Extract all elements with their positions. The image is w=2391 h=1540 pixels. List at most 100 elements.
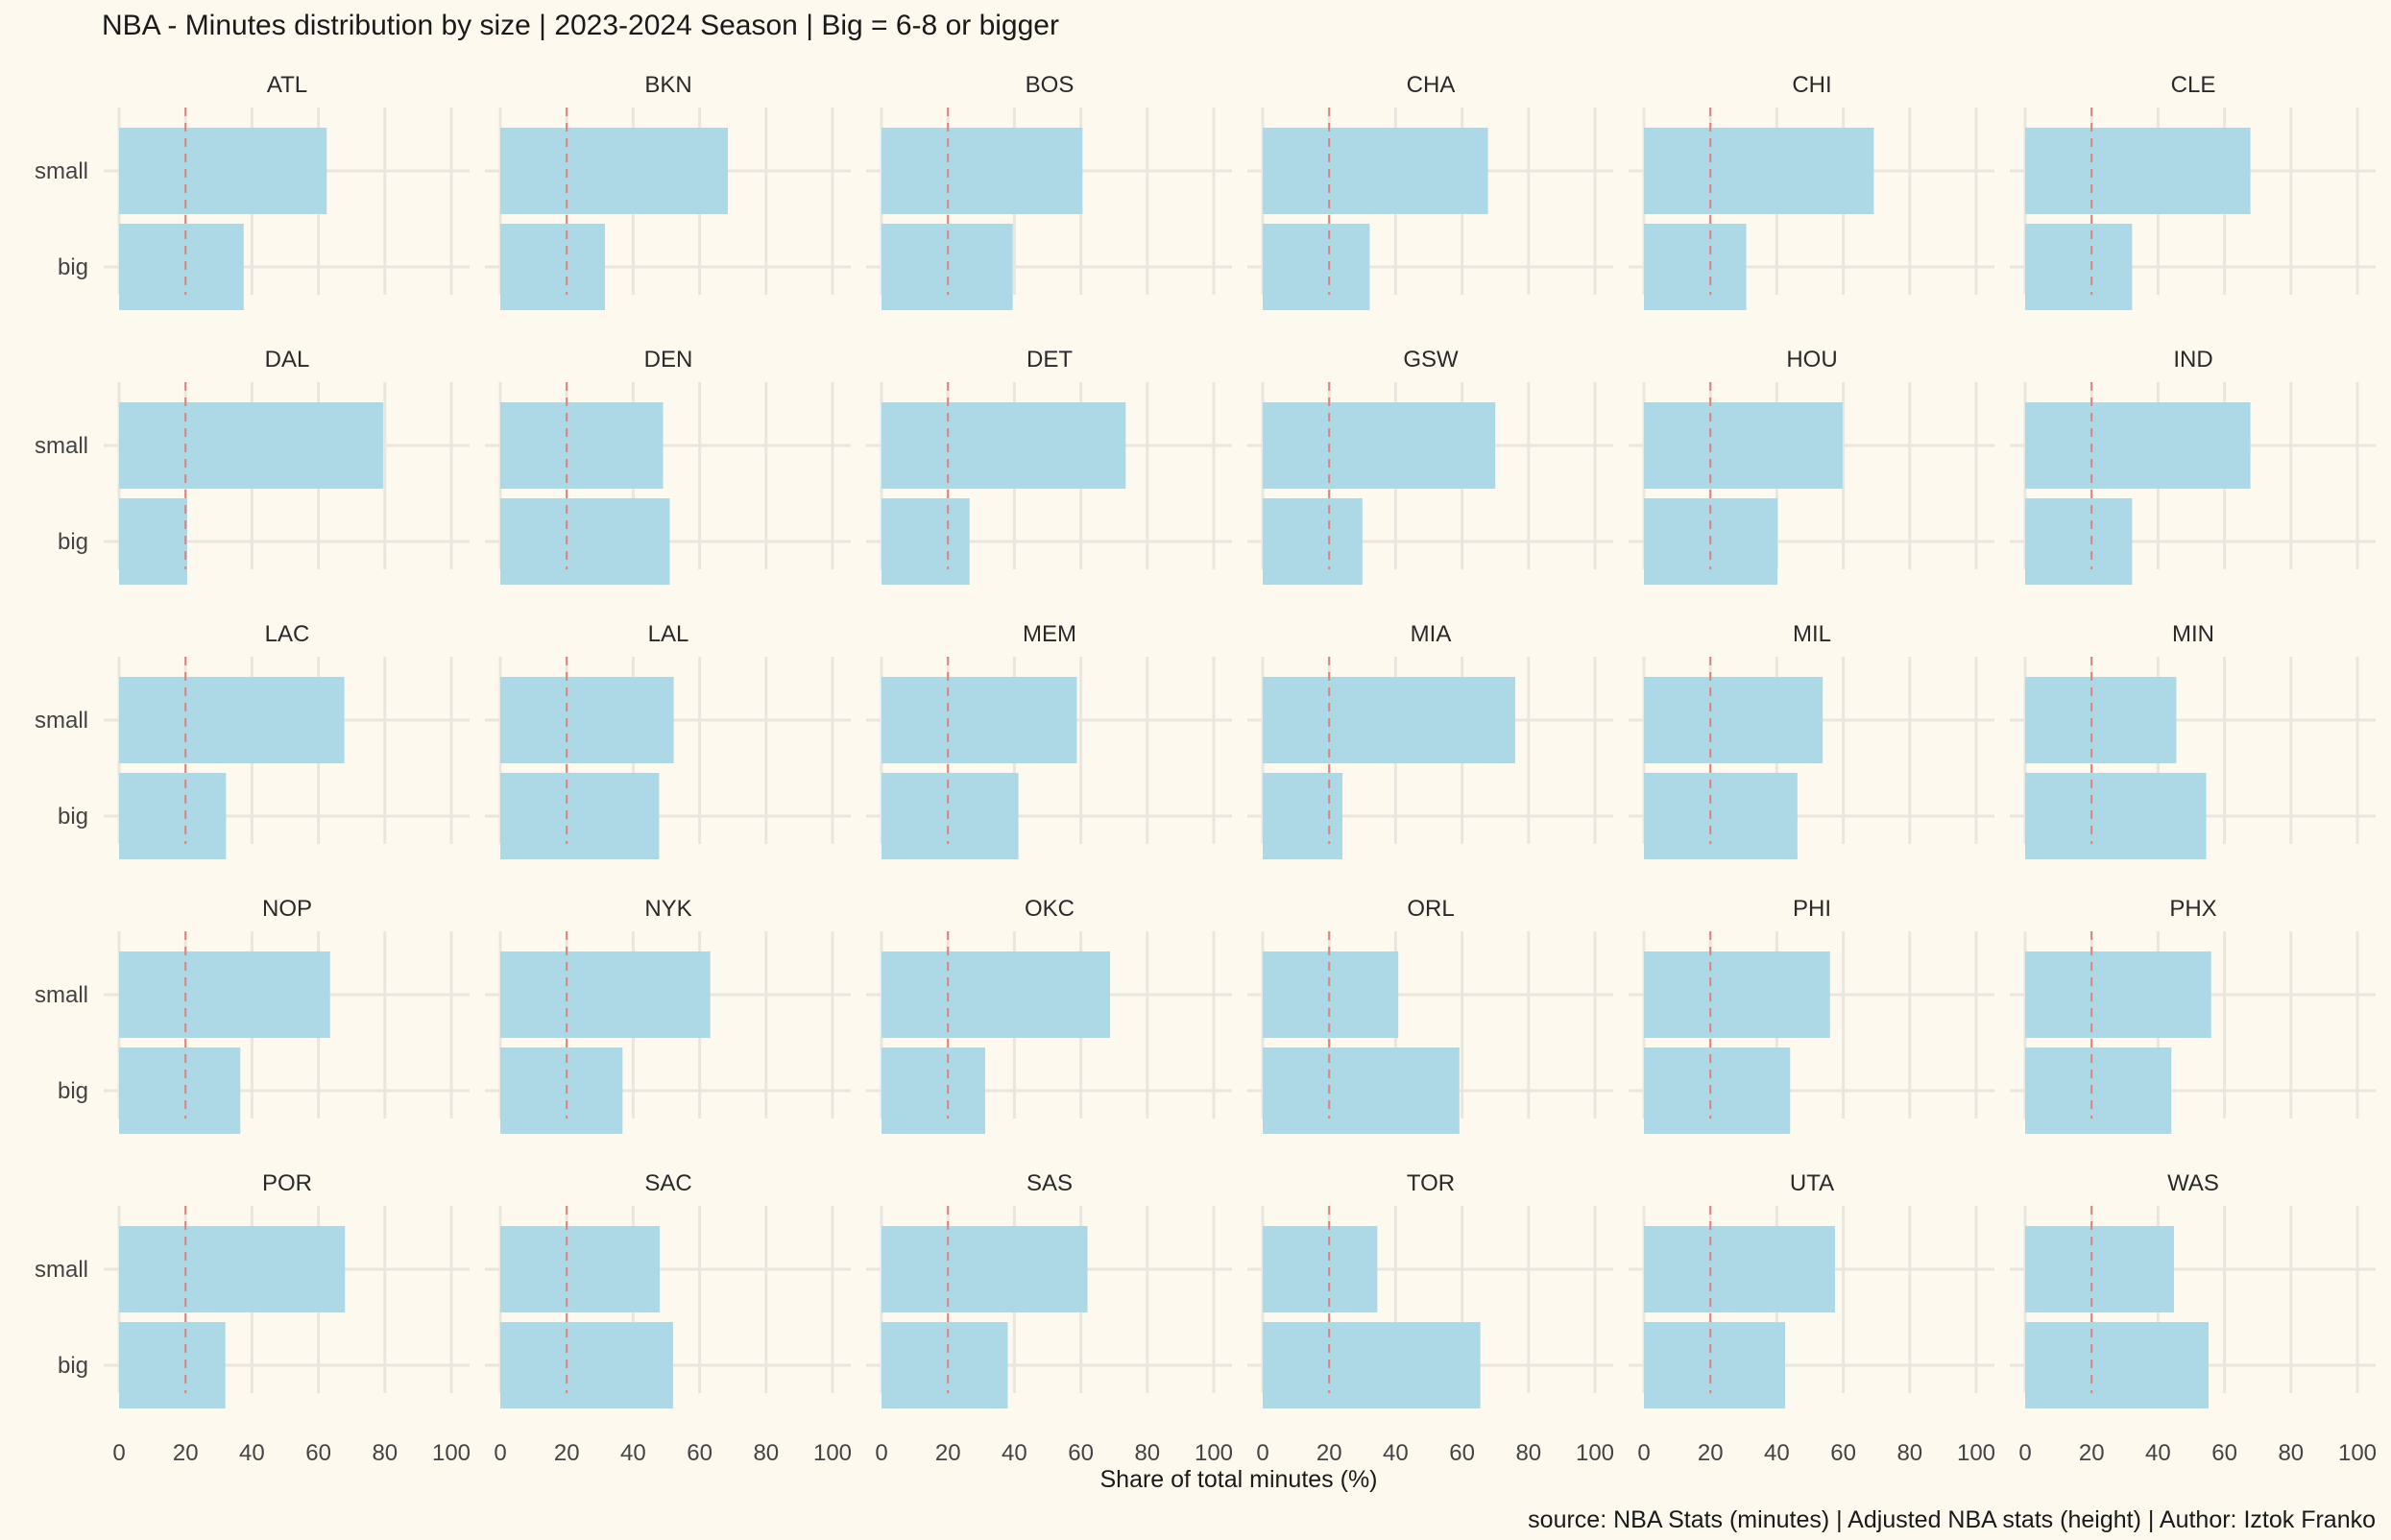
bar-small	[2025, 128, 2251, 214]
bar-small	[882, 1226, 1088, 1312]
bar-small	[1644, 402, 1843, 489]
facet-label: ATL	[267, 72, 307, 98]
bar-big	[1644, 1322, 1786, 1408]
y-tick-label: small	[35, 1257, 88, 1283]
x-tick-label: 0	[1637, 1440, 1650, 1466]
facet-label: TOR	[1407, 1170, 1455, 1196]
facet-label: GSW	[1403, 347, 1459, 373]
facet-label: BKN	[644, 72, 691, 98]
y-tick-label: big	[58, 1078, 88, 1104]
bar-big	[882, 1322, 1008, 1408]
x-tick-label: 0	[2018, 1440, 2031, 1466]
bar-big	[1644, 773, 1798, 859]
y-tick-label: small	[35, 433, 88, 459]
facet-label: SAS	[1026, 1170, 1073, 1196]
facet-panels: ATL small big BKN BOS CHA CHI CLE DAL small big DEN…	[35, 72, 2377, 1466]
bar-small	[1644, 677, 1823, 763]
x-tick-label: 0	[875, 1440, 887, 1466]
chart-caption: source: NBA Stats (minutes) | Adjusted N…	[1528, 1506, 2376, 1533]
y-tick-label: big	[58, 804, 88, 830]
chart-title: NBA - Minutes distribution by size | 202…	[102, 10, 1059, 41]
bar-big	[500, 1322, 673, 1408]
bar-small	[882, 402, 1126, 489]
facet-label: LAC	[265, 621, 310, 647]
x-tick-label: 40	[1002, 1440, 1027, 1466]
bar-big	[2025, 1047, 2172, 1134]
x-tick-label: 20	[554, 1440, 580, 1466]
facet-label: POR	[262, 1170, 312, 1196]
x-tick-label: 20	[2079, 1440, 2105, 1466]
bar-small	[882, 677, 1077, 763]
bar-small	[1263, 402, 1496, 489]
facet-label: CHA	[1407, 72, 1456, 98]
y-tick-label: small	[35, 708, 88, 734]
x-tick-label: 80	[1896, 1440, 1922, 1466]
facet-label: NOP	[262, 896, 312, 922]
facet-label: ORL	[1407, 896, 1454, 922]
bar-big	[500, 773, 660, 859]
bar-big	[882, 1047, 985, 1134]
facet-label: MIA	[1411, 621, 1452, 647]
bar-big	[1263, 1322, 1481, 1408]
bar-big	[1644, 224, 1747, 310]
x-axis-label: Share of total minutes (%)	[1099, 1466, 1377, 1493]
facet-label: LAL	[648, 621, 689, 647]
bar-big	[119, 1322, 226, 1408]
facet-label: DAL	[265, 347, 310, 373]
x-tick-label: 80	[2278, 1440, 2304, 1466]
bar-small	[2025, 951, 2211, 1038]
y-tick-label: small	[35, 158, 88, 184]
bar-big	[1263, 1047, 1460, 1134]
y-tick-label: big	[58, 529, 88, 555]
bar-small	[500, 402, 664, 489]
bar-big	[2025, 1322, 2209, 1408]
facet-label: IND	[2173, 347, 2212, 373]
x-tick-label: 60	[687, 1440, 712, 1466]
x-tick-label: 80	[1515, 1440, 1541, 1466]
bar-small	[1644, 128, 1874, 214]
bar-big	[500, 498, 670, 585]
facet-label: MEM	[1023, 621, 1076, 647]
x-tick-label: 60	[1830, 1440, 1856, 1466]
bar-big	[882, 498, 970, 585]
facet-label: HOU	[1786, 347, 1837, 373]
bar-big	[119, 773, 227, 859]
bar-small	[119, 951, 330, 1038]
x-tick-label: 100	[813, 1440, 852, 1466]
x-tick-label: 0	[1256, 1440, 1268, 1466]
bar-small	[119, 1226, 346, 1312]
x-tick-label: 40	[1383, 1440, 1409, 1466]
facet-label: PHX	[2169, 896, 2216, 922]
x-tick-label: 60	[2211, 1440, 2237, 1466]
bar-big	[882, 773, 1019, 859]
bar-big	[1263, 773, 1343, 859]
bar-small	[1263, 1226, 1378, 1312]
facet-label: UTA	[1790, 1170, 1834, 1196]
facet-label: OKC	[1025, 896, 1075, 922]
bar-small	[500, 128, 729, 214]
bar-big	[500, 224, 605, 310]
bar-big	[119, 224, 244, 310]
bar-small	[2025, 402, 2251, 489]
bar-small	[1263, 128, 1488, 214]
bar-small	[500, 677, 674, 763]
facet-label: MIN	[2172, 621, 2214, 647]
x-tick-label: 40	[1764, 1440, 1790, 1466]
facet-label: NYK	[644, 896, 691, 922]
x-tick-label: 20	[935, 1440, 961, 1466]
bar-small	[119, 402, 384, 489]
bar-small	[119, 128, 327, 214]
x-tick-label: 80	[753, 1440, 779, 1466]
x-tick-label: 100	[1195, 1440, 1233, 1466]
y-tick-label: big	[58, 254, 88, 280]
facet-label: SAC	[644, 1170, 691, 1196]
facet-label: PHI	[1793, 896, 1831, 922]
facet-label: MIL	[1793, 621, 1831, 647]
x-tick-label: 80	[1134, 1440, 1160, 1466]
bar-small	[2025, 677, 2177, 763]
x-tick-label: 40	[2145, 1440, 2171, 1466]
bar-small	[882, 128, 1083, 214]
x-tick-label: 0	[112, 1440, 125, 1466]
x-tick-label: 80	[372, 1440, 398, 1466]
